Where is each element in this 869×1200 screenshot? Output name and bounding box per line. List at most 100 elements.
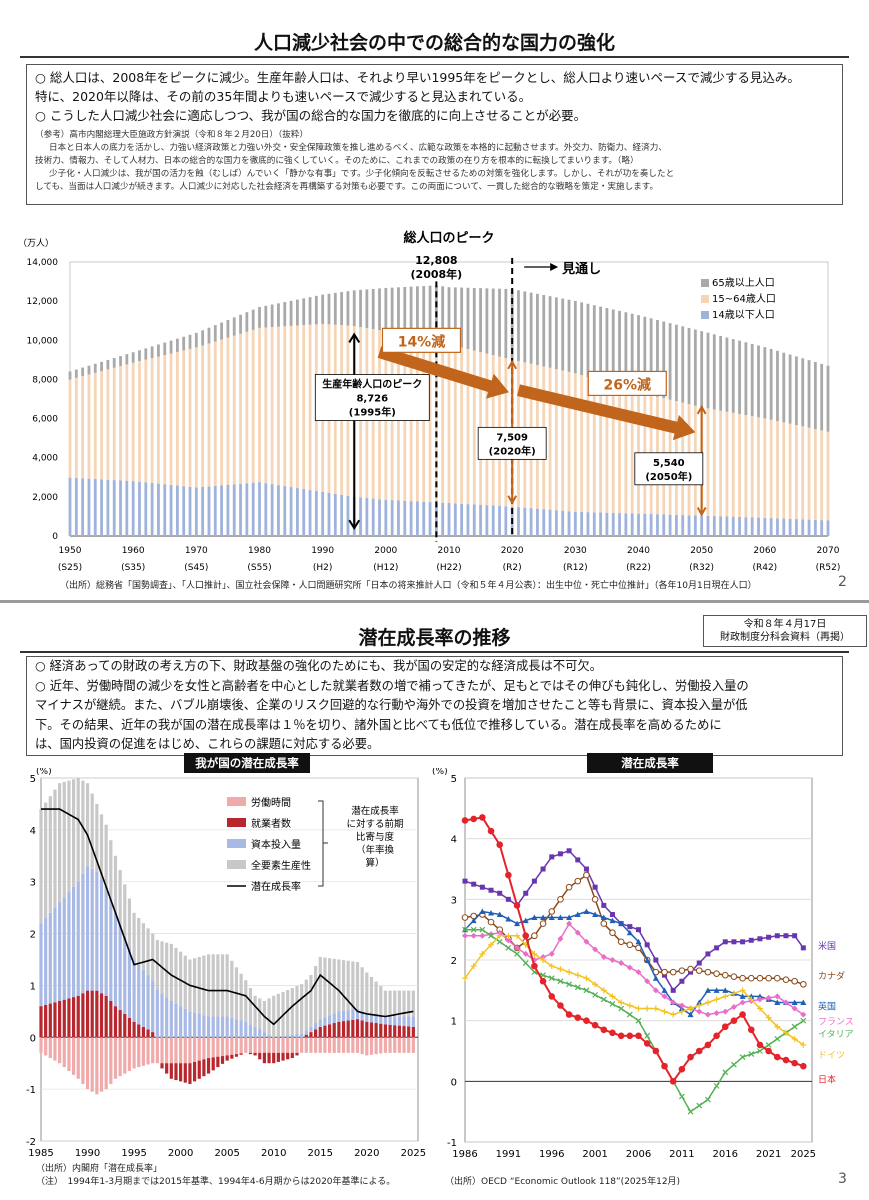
- growth-bar-segment: [253, 1026, 257, 1038]
- population-bar-segment: [182, 486, 186, 536]
- y-axis-unit: (%): [36, 768, 52, 777]
- population-bar-segment: [213, 485, 217, 536]
- line-marker: [704, 999, 711, 1006]
- line-marker: [774, 1023, 781, 1030]
- growth-bar-segment: [104, 886, 108, 996]
- population-bar-segment: [428, 285, 432, 341]
- growth-bar-segment: [383, 1024, 388, 1038]
- y-tick-label: 2,000: [32, 493, 58, 503]
- line-marker: [713, 1010, 720, 1017]
- growth-bar-segment: [67, 998, 71, 1038]
- population-bar-segment: [302, 489, 306, 536]
- legend-swatch: [701, 279, 709, 287]
- line-marker: [678, 1093, 685, 1100]
- population-bar-segment: [213, 325, 217, 342]
- population-bar-segment: [207, 343, 211, 487]
- growth-bar-segment: [44, 802, 48, 919]
- population-bar-segment: [788, 518, 792, 536]
- population-bar-segment: [599, 380, 602, 513]
- legend-swatch: [227, 818, 246, 827]
- growth-bar-segment: [341, 1037, 346, 1053]
- line-marker: [636, 927, 641, 933]
- growth-bar-segment: [48, 1037, 52, 1059]
- population-bar-segment: [289, 325, 293, 488]
- growth-bar-segment: [95, 871, 99, 991]
- growth-bar-segment: [258, 1029, 262, 1038]
- population-bar-segment: [618, 386, 621, 514]
- growth-bar-segment: [104, 995, 108, 1038]
- population-bar-segment: [150, 346, 154, 359]
- population-bar-segment: [643, 316, 647, 394]
- population-bar-segment: [706, 408, 710, 516]
- population-bar-segment: [68, 379, 72, 478]
- line-marker: [470, 932, 477, 939]
- working-peak-title: 生産年齢人口のピーク: [322, 378, 422, 391]
- population-bar-segment: [725, 337, 729, 412]
- line-marker: [756, 974, 764, 982]
- slide-growth: 潜在成長率の推移 令和８年４月17日 財政制度分科会資料（再掲） ○ 経済あって…: [0, 603, 869, 1200]
- line-marker: [540, 866, 546, 872]
- growth-bar-segment: [360, 967, 364, 1012]
- growth-bar-segment: [290, 1037, 294, 1053]
- growth-bar-segment: [300, 1033, 304, 1038]
- growth-bar-segment: [99, 993, 104, 1038]
- line-marker: [617, 1032, 625, 1040]
- population-bar-segment: [226, 319, 230, 338]
- growth-bar-segment: [85, 1037, 90, 1090]
- growth-bar-segment: [81, 873, 85, 994]
- growth-bar-segment: [295, 986, 299, 1035]
- population-bar-segment: [769, 348, 773, 420]
- line-marker: [722, 939, 728, 945]
- legend-label: 65歳以上人口: [712, 277, 775, 289]
- population-bar-segment: [472, 504, 476, 536]
- growth-bar-segment: [355, 1008, 360, 1020]
- population-bar-segment: [611, 512, 615, 536]
- population-bar-segment: [378, 499, 381, 536]
- growth-bar-segment: [165, 1037, 169, 1064]
- population-bar-segment: [277, 485, 280, 536]
- growth-bar-segment: [411, 990, 415, 1017]
- growth-bar-segment: [341, 960, 346, 1011]
- population-bar-segment: [296, 488, 299, 536]
- population-bar-segment: [264, 483, 268, 536]
- population-bar-segment: [460, 503, 464, 536]
- x-tick-era: (S25): [58, 563, 82, 573]
- growth-bar-segment: [53, 1002, 57, 1038]
- growth-bar-segment: [62, 781, 66, 898]
- population-bar-segment: [283, 486, 287, 536]
- x-tick-label: 2015: [308, 1148, 333, 1159]
- series-end-label: カナダ: [818, 970, 845, 982]
- growth-bar-segment: [341, 1021, 346, 1038]
- line-marker: [791, 1023, 798, 1030]
- line-marker: [792, 933, 798, 939]
- population-bar-segment: [441, 502, 445, 536]
- growth-bar-segment: [62, 897, 66, 1000]
- population-bar-segment: [239, 333, 242, 484]
- population-bar-segment: [119, 356, 122, 367]
- line-marker: [496, 841, 503, 849]
- line-marker: [774, 999, 781, 1005]
- growth-bar-segment: [318, 1037, 322, 1053]
- growth-bar-segment: [286, 989, 290, 1036]
- series-line: [464, 849, 804, 992]
- population-bar-segment: [529, 292, 533, 364]
- growth-bar-segment: [332, 1037, 336, 1053]
- outlook-arrowhead: [550, 263, 559, 271]
- line-marker: [713, 987, 720, 993]
- population-bar-segment: [264, 305, 268, 328]
- line-marker: [740, 939, 746, 945]
- population-bar-segment: [182, 336, 186, 351]
- line-marker: [748, 1051, 755, 1057]
- population-bar-segment: [731, 412, 735, 517]
- line-marker: [479, 884, 485, 890]
- growth-bar-segment: [165, 942, 169, 998]
- population-bar-segment: [74, 369, 78, 378]
- growth-bar-segment: [179, 1037, 183, 1064]
- line-marker: [626, 941, 634, 949]
- line-marker: [774, 933, 780, 939]
- line-marker: [765, 1047, 772, 1055]
- y-tick-label: 0: [30, 1033, 36, 1044]
- growth-bar-segment: [397, 1025, 401, 1038]
- line-marker: [748, 996, 755, 1003]
- population-bar-segment: [630, 390, 634, 514]
